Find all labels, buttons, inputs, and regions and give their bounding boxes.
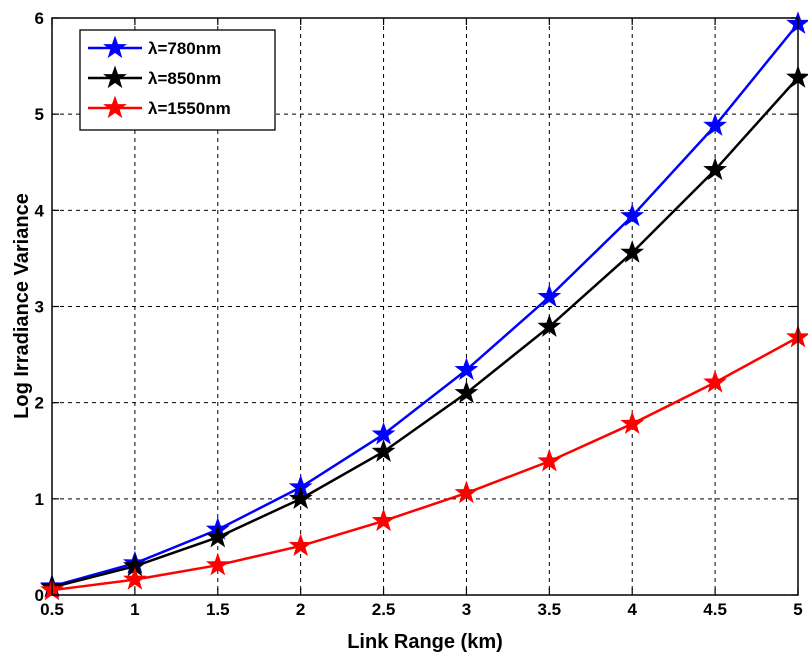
legend-label: λ=1550nm [148, 99, 231, 118]
data-point-star [454, 380, 479, 404]
x-tick-label: 1.5 [206, 600, 230, 619]
legend-label: λ=850nm [148, 69, 221, 88]
y-tick-label: 4 [35, 201, 45, 220]
data-point-star [371, 421, 396, 445]
y-tick-label: 0 [35, 586, 44, 605]
y-tick-label: 6 [35, 9, 44, 28]
ticks: 0.5 1 1.5 2 2.5 3 3.5 4 4.5 5 0 1 2 3 4 5 6 [35, 9, 803, 619]
x-tick-label: 2.5 [372, 600, 396, 619]
data-point-star [620, 240, 645, 263]
data-point-star [371, 439, 396, 462]
data-point-star [122, 567, 147, 590]
data-point-star [205, 524, 230, 548]
x-axis-label: Link Range (km) [347, 631, 503, 653]
data-point-star [703, 369, 728, 393]
data-point-star [620, 411, 645, 434]
legend-label: λ=780nm [148, 39, 221, 58]
legend-marker-star [103, 35, 127, 59]
legend: λ=780nm λ=850nm λ=1550nm [79, 29, 276, 131]
y-tick-label: 1 [35, 490, 44, 509]
x-tick-label: 2 [296, 600, 305, 619]
data-point-star [703, 113, 728, 136]
data-point-star [288, 533, 313, 557]
data-point-star [620, 203, 645, 227]
x-tick-label: 1 [130, 600, 139, 619]
series-line [51, 336, 799, 592]
data-point-star [537, 448, 562, 472]
data-point-star [703, 157, 728, 181]
data-point-star [205, 552, 230, 576]
data-point-star [537, 284, 562, 308]
x-tick-label: 4.5 [703, 600, 727, 619]
data-point-star [288, 486, 313, 509]
series-line [51, 22, 799, 588]
y-axis-label: Log Irradiance Variance [11, 193, 33, 419]
data-point-star [454, 357, 479, 381]
data-point-star [371, 508, 396, 532]
data-point-star [537, 314, 562, 337]
x-tick-label: 4 [627, 600, 637, 619]
y-tick-label: 2 [35, 394, 44, 413]
legend-marker-star [103, 65, 127, 89]
legend-marker-star [103, 95, 127, 119]
x-tick-label: 0.5 [40, 600, 64, 619]
x-tick-label: 5 [793, 600, 802, 619]
series-line [51, 76, 799, 589]
x-tick-label: 3 [462, 600, 471, 619]
y-tick-label: 3 [35, 298, 44, 317]
y-tick-label: 5 [35, 105, 44, 124]
data-point-star [454, 480, 479, 504]
x-tick-label: 3.5 [538, 600, 562, 619]
